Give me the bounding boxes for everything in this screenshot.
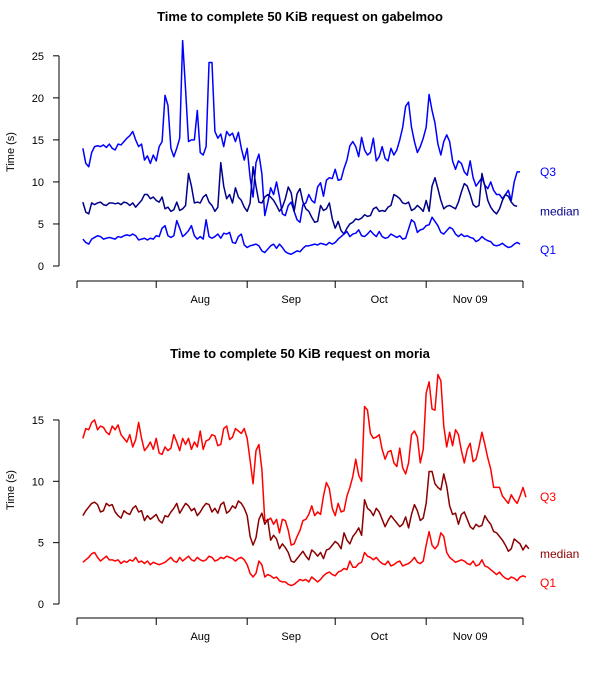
chart-title: Time to complete 50 KiB request on moria: [170, 346, 431, 361]
y-axis-label: Time (s): [5, 470, 17, 510]
series-label: Q3: [540, 490, 556, 504]
series-line-median: [82, 161, 518, 235]
y-axis-label: Time (s): [5, 132, 17, 172]
y-tick-label: 0: [38, 599, 44, 611]
y-tick-label: 5: [38, 219, 44, 231]
chart-title: Time to complete 50 KiB request on gabel…: [157, 9, 443, 24]
y-tick-label: 0: [38, 261, 44, 273]
y-tick-label: 15: [32, 135, 44, 147]
y-tick-label: 15: [32, 415, 44, 427]
y-tick-label: 25: [32, 51, 44, 63]
x-tick-label: Nov 09: [453, 294, 488, 306]
x-tick-label: Aug: [190, 294, 210, 306]
x-tick-label: Sep: [281, 631, 301, 643]
series-label: Q1: [540, 576, 556, 590]
x-tick-label: Nov 09: [453, 631, 488, 643]
series-label: Q3: [540, 165, 556, 179]
x-tick-label: Oct: [371, 631, 388, 643]
x-tick-label: Oct: [371, 294, 388, 306]
chart-gabelmoo: Time to complete 50 KiB request on gabel…: [5, 9, 579, 306]
y-tick-label: 5: [38, 538, 44, 550]
chart-moria: Time to complete 50 KiB request on moria…: [5, 346, 579, 643]
series-line-Q1: [82, 216, 521, 255]
y-tick-label: 10: [32, 476, 44, 488]
y-tick-label: 20: [32, 93, 44, 105]
x-tick-label: Aug: [190, 631, 210, 643]
series-label: median: [540, 204, 579, 218]
series-line-median: [82, 470, 530, 564]
x-tick-label: Sep: [281, 294, 301, 306]
series-line-Q3: [82, 373, 527, 546]
series-label: median: [540, 547, 579, 561]
series-label: Q1: [540, 243, 556, 257]
series-line-Q1: [82, 530, 527, 587]
y-tick-label: 10: [32, 177, 44, 189]
series-line-Q3: [82, 39, 521, 224]
